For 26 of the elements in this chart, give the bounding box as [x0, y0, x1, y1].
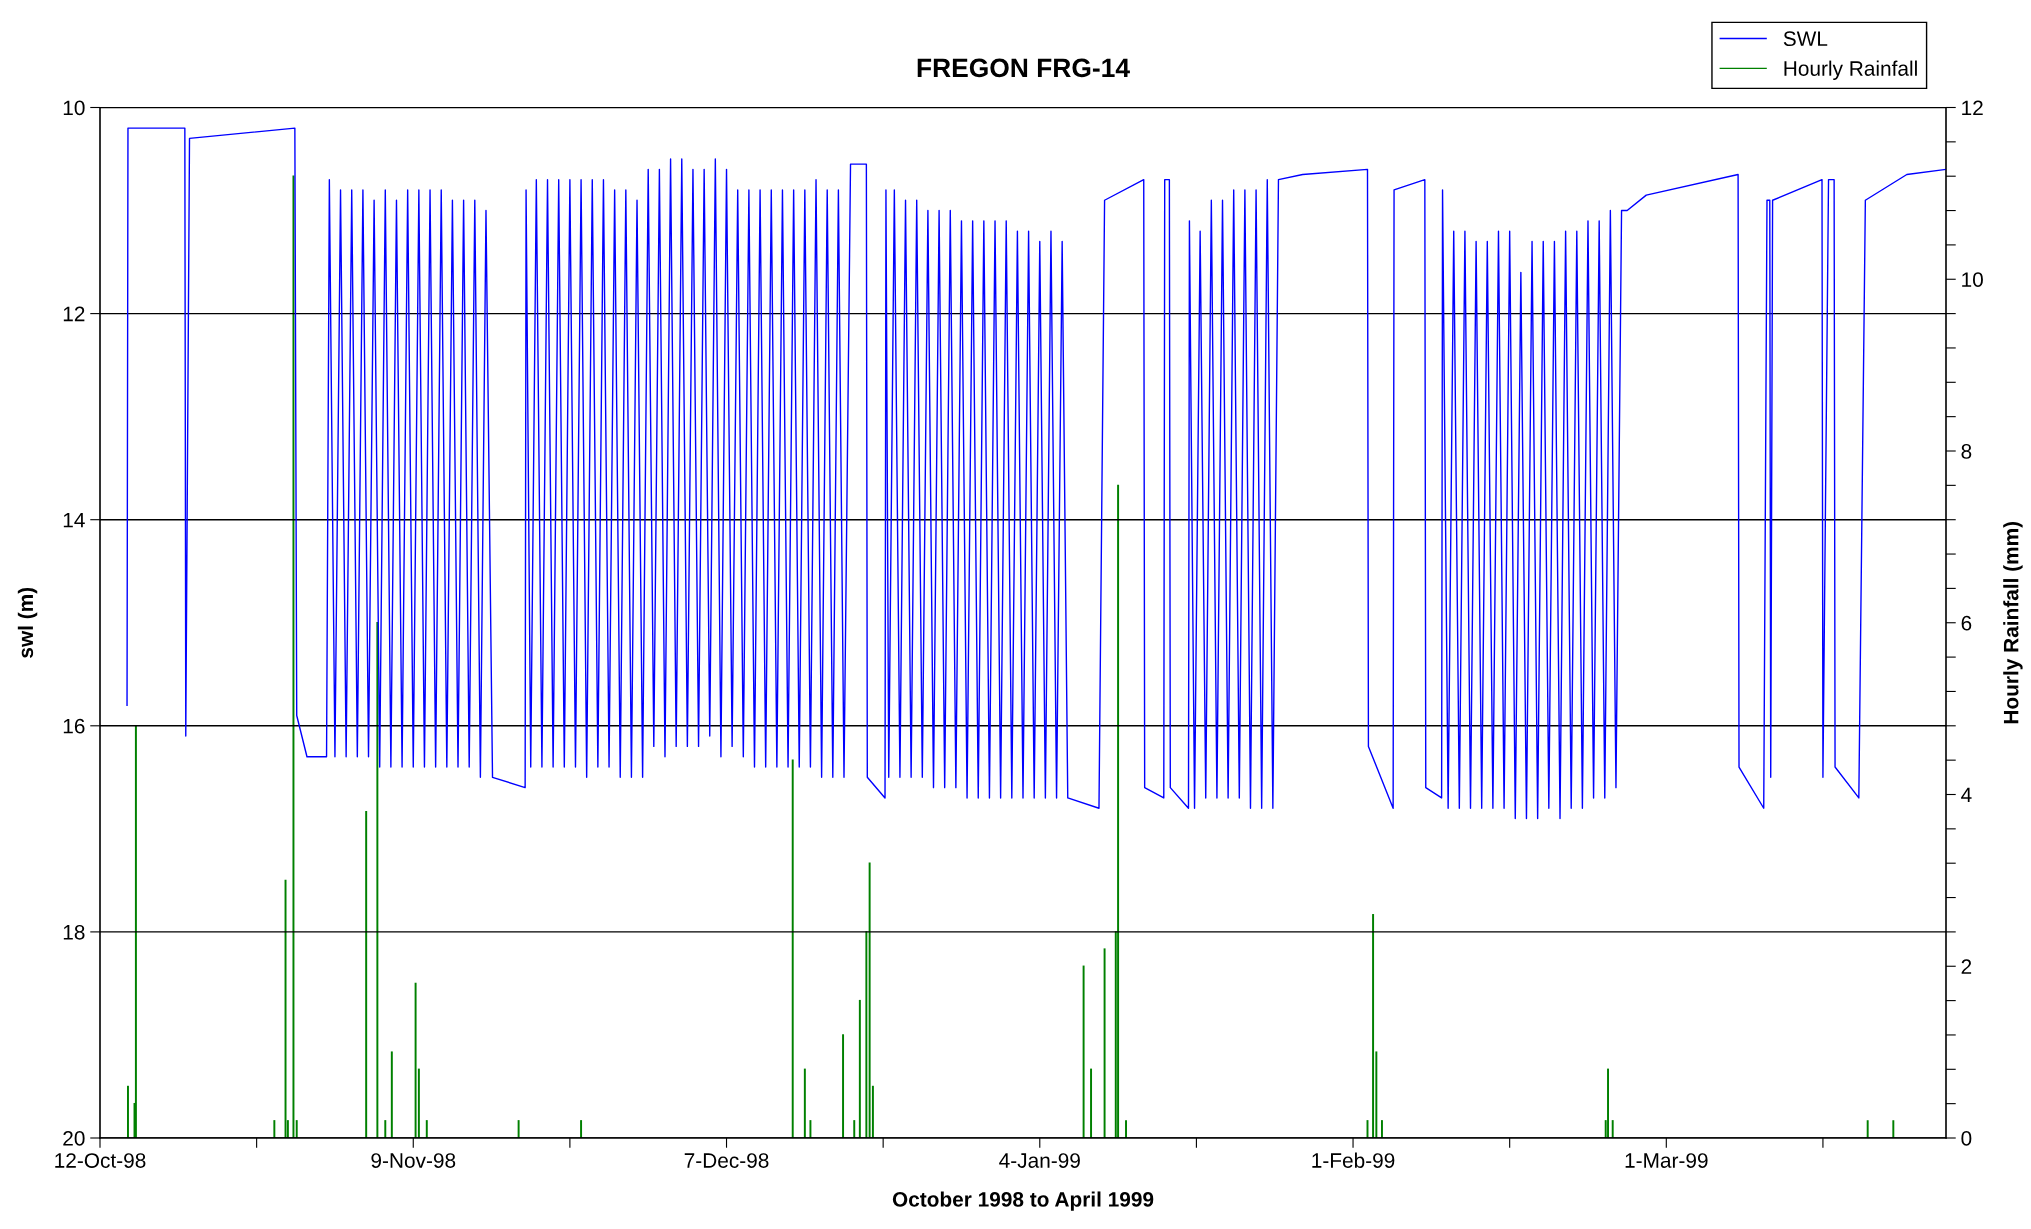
y2-tick-label: 2	[1961, 959, 1972, 974]
x-tick-label: 4-Jan-99	[999, 1153, 1080, 1168]
x-tick-label: 1-Feb-99	[1312, 1152, 1395, 1168]
y-tick-label: 10	[63, 100, 85, 116]
y-tick-label: 16	[63, 718, 85, 734]
y2-axis-title: Hourly Rainfall (mm)	[2003, 521, 2023, 724]
y-tick-label: 20	[63, 1131, 85, 1146]
x-tick-label: 1-Mar-99	[1625, 1153, 1708, 1168]
y2-tick-label: 6	[1961, 615, 1972, 631]
legend-label: Hourly Rainfall	[1784, 60, 1917, 81]
x-tick-label: 12-Oct-98	[55, 1153, 146, 1168]
y2-tick-label: 12	[1962, 100, 1983, 116]
y-tick-label: 18	[63, 924, 85, 940]
y2-tick-label: 10	[1962, 272, 1983, 287]
y-axis-title: swl (m)	[17, 587, 38, 658]
y2-tick-label: 8	[1961, 444, 1972, 459]
x-tick-label: 9-Nov-98	[371, 1153, 456, 1168]
line-series	[126, 127, 1946, 820]
x-axis-title: October 1998 to April 1999	[892, 1191, 1154, 1211]
x-tick-label: 7-Dec-98	[684, 1153, 769, 1168]
y-tick-label: 12	[63, 306, 85, 322]
y2-tick-label: 4	[1961, 787, 1972, 803]
y2-tick-label: 0	[1961, 1131, 1972, 1146]
y-tick-label: 14	[63, 512, 85, 528]
legend-label: SWL	[1783, 31, 1828, 47]
chart-title: FREGON FRG-14	[917, 58, 1130, 78]
